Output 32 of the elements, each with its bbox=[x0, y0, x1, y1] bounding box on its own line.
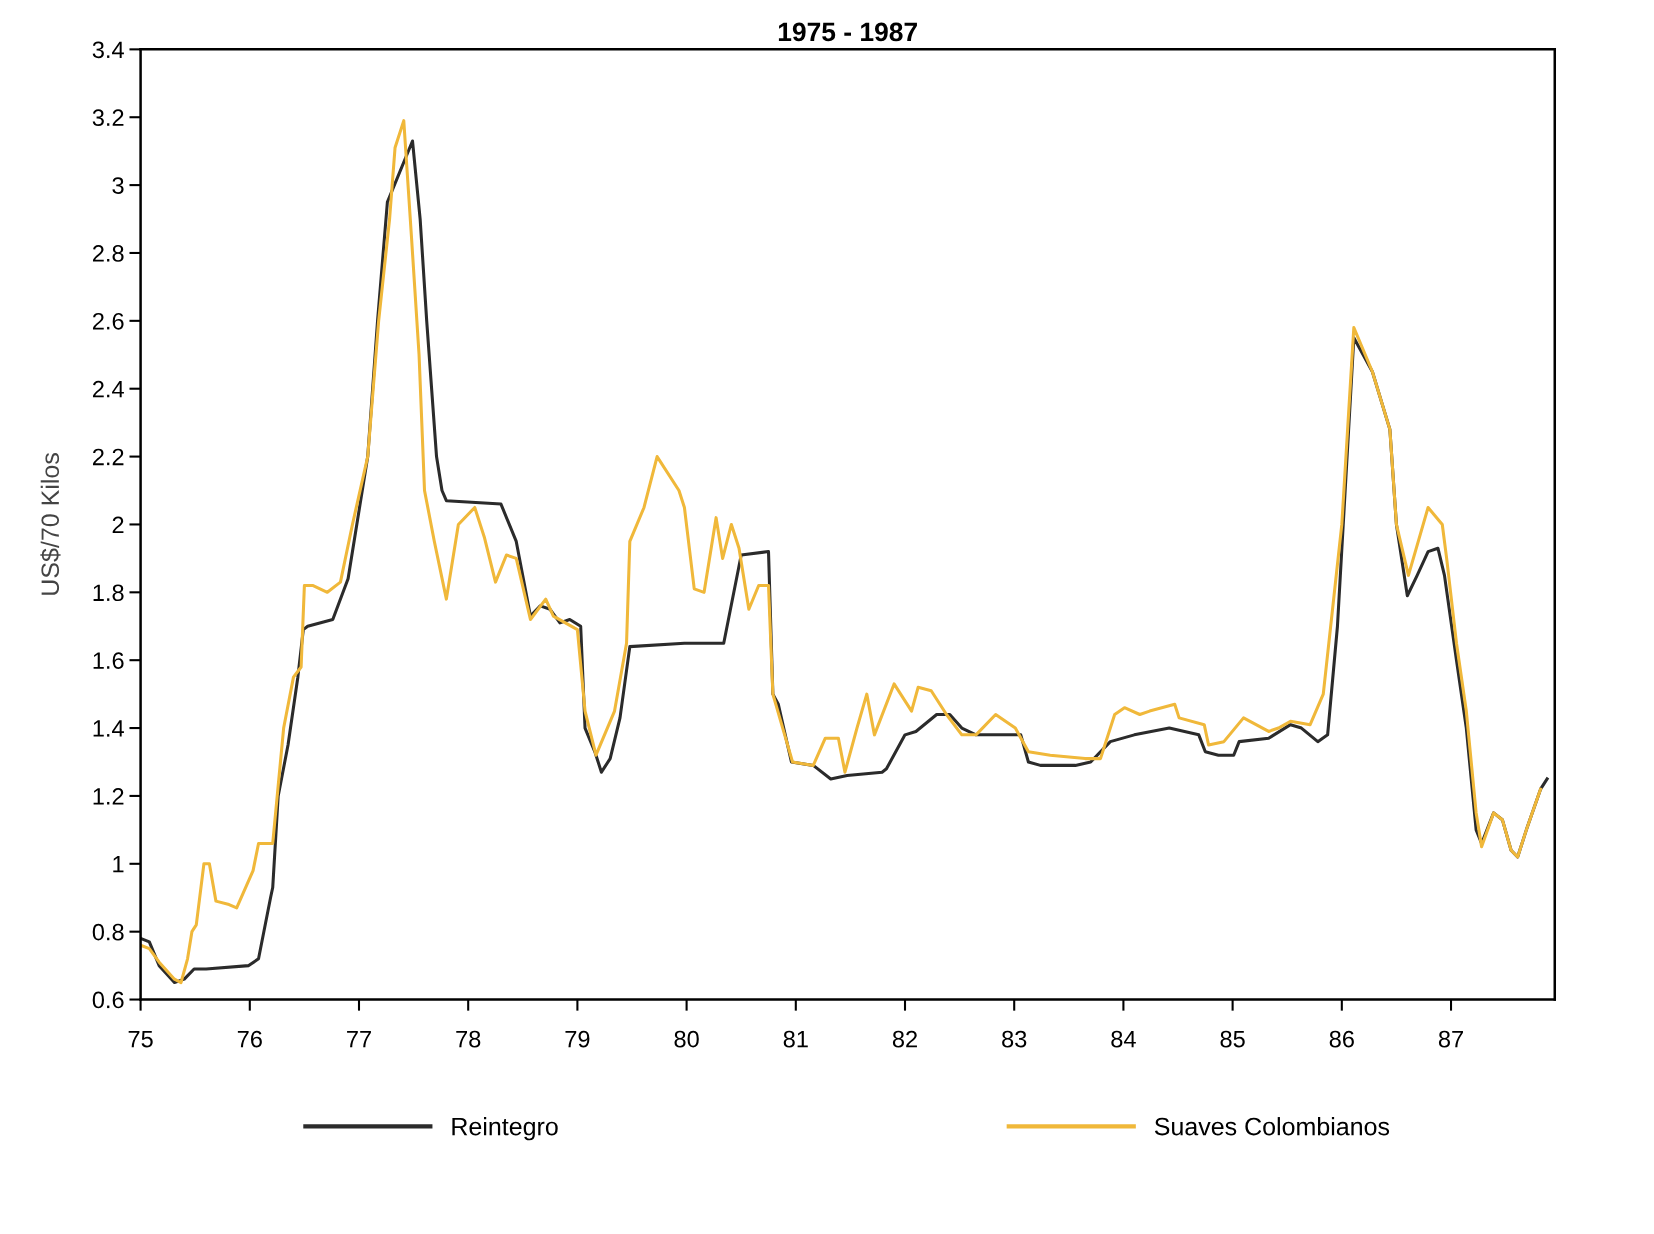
legend-label: Reintegro bbox=[452, 1117, 558, 1141]
x-tick-label: 84 bbox=[1111, 1030, 1136, 1048]
y-tick-label: 3.4 bbox=[92, 41, 124, 59]
y-tick-label: 0.6 bbox=[92, 991, 124, 1009]
x-tick-label: 83 bbox=[1002, 1030, 1027, 1048]
y-axis-title: US$/70 Kilos bbox=[40, 453, 61, 595]
x-tick-label: 76 bbox=[237, 1030, 262, 1048]
y-tick-label: 2.4 bbox=[92, 380, 124, 398]
x-tick-label: 85 bbox=[1220, 1030, 1245, 1048]
x-tick-label: 77 bbox=[347, 1030, 371, 1048]
x-tick-label: 78 bbox=[456, 1030, 481, 1048]
x-tick-label: 81 bbox=[783, 1030, 808, 1048]
y-tick-label: 3.2 bbox=[92, 109, 124, 127]
y-tick-label: 0.8 bbox=[92, 923, 124, 941]
x-tick-label: 79 bbox=[565, 1030, 590, 1048]
y-tick-label: 2.8 bbox=[92, 245, 124, 262]
y-tick-label: 3 bbox=[112, 177, 124, 194]
y-tick-label: 2.6 bbox=[92, 312, 124, 330]
y-tick-label: 1.8 bbox=[93, 584, 124, 602]
x-tick-label: 80 bbox=[674, 1030, 699, 1048]
x-tick-label: 87 bbox=[1438, 1030, 1463, 1048]
y-tick-label: 1 bbox=[113, 856, 124, 873]
y-tick-label: 1.6 bbox=[93, 652, 124, 669]
legend-label: Suaves Colombianos bbox=[1154, 1117, 1390, 1136]
y-tick-label: 2 bbox=[112, 516, 124, 534]
x-tick-label: 86 bbox=[1329, 1030, 1354, 1048]
chart-title: 1975 - 1987 bbox=[778, 22, 917, 42]
x-tick-label: 75 bbox=[128, 1030, 153, 1048]
y-tick-label: 1.2 bbox=[93, 788, 124, 805]
x-tick-label: 82 bbox=[892, 1030, 917, 1048]
y-tick-label: 2.2 bbox=[92, 448, 124, 466]
y-tick-label: 1.4 bbox=[93, 720, 124, 737]
